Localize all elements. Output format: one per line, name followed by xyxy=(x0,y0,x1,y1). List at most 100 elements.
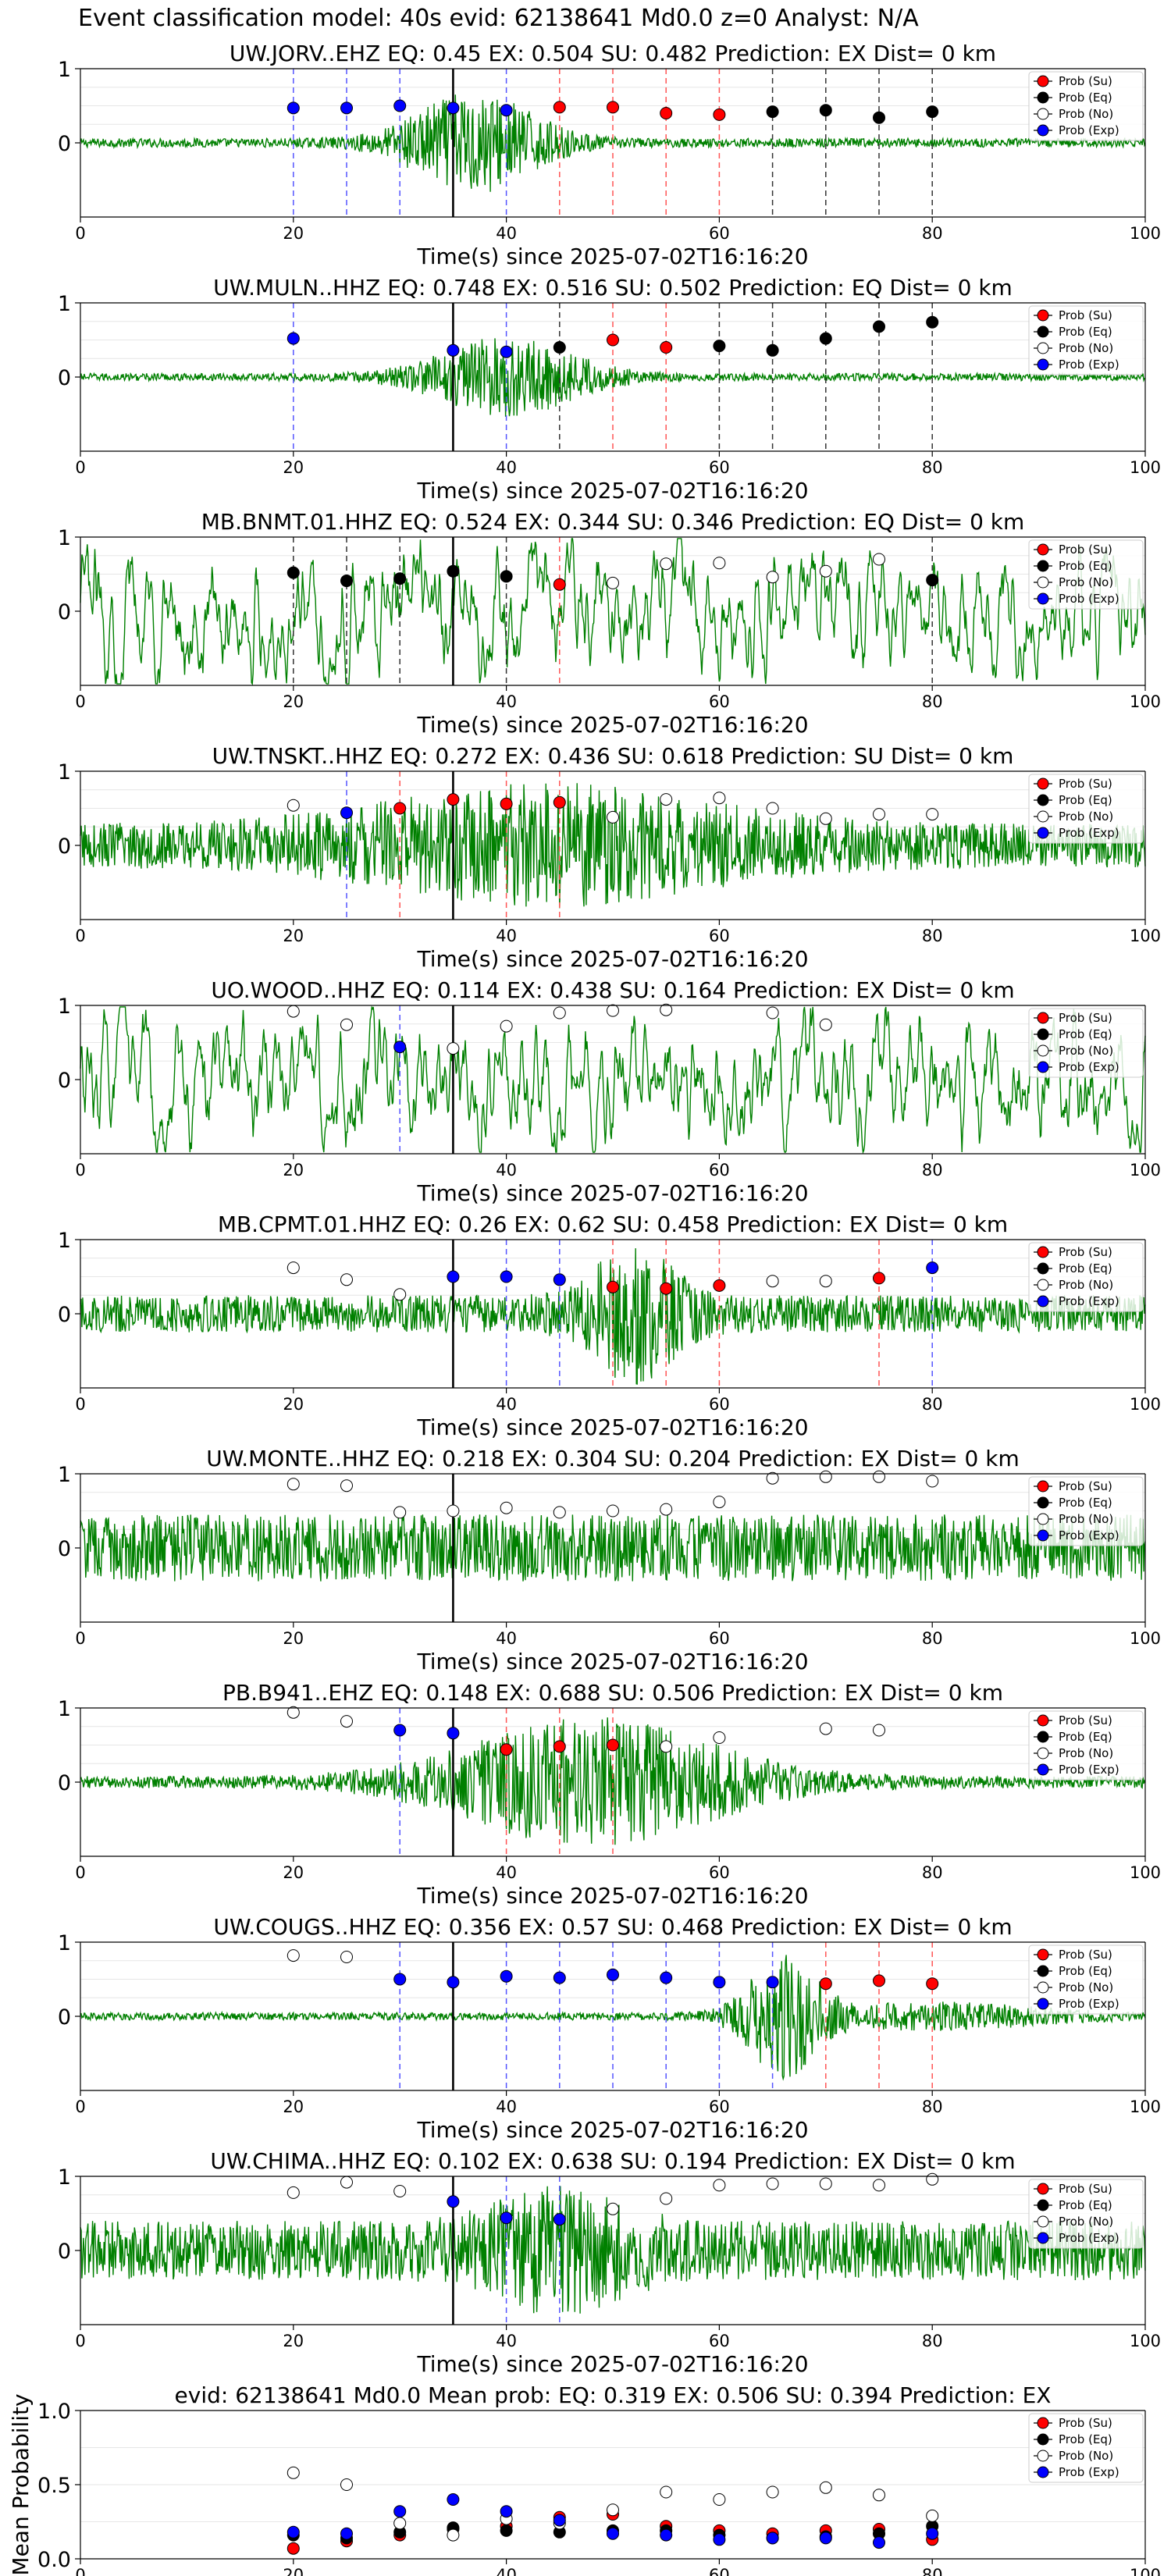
mean-point-eq xyxy=(500,2524,513,2537)
prob-point-no xyxy=(713,557,726,570)
x-tick-label: 20 xyxy=(283,2097,304,2116)
legend-label: Prob (Exp) xyxy=(1059,2231,1119,2245)
x-tick-label: 60 xyxy=(709,1863,730,1882)
legend-marker xyxy=(1037,1981,1049,1994)
legend-marker xyxy=(1037,2433,1049,2446)
chart-panel-5: 0 20 40 60 80 100 0 1 Prob (Su) Prob (Eq) Prob (No… xyxy=(58,977,1161,1206)
y-tick-label: 1 xyxy=(58,760,71,785)
legend-marker xyxy=(1037,2232,1049,2244)
legend-marker xyxy=(1037,124,1049,137)
prob-point-no xyxy=(447,1042,460,1055)
legend-marker xyxy=(1037,576,1049,589)
waveform-trace xyxy=(80,1248,1146,1385)
prob-point-exp xyxy=(926,1261,939,1275)
prob-point-exp xyxy=(287,332,300,345)
x-tick-label: 40 xyxy=(496,2332,517,2350)
panel-title: MB.CPMT.01.HHZ EQ: 0.26 EX: 0.62 SU: 0.4… xyxy=(218,1212,1008,1237)
legend-box xyxy=(1028,539,1144,610)
legend-label: Prob (No) xyxy=(1059,107,1113,121)
waveform-trace xyxy=(80,783,1146,909)
x-tick-label: 100 xyxy=(1130,927,1161,945)
legend-marker xyxy=(1037,108,1049,120)
legend-marker xyxy=(1037,1513,1049,1525)
prob-point-no xyxy=(660,1503,673,1516)
legend-marker xyxy=(1037,309,1049,322)
x-tick-label: 40 xyxy=(496,1629,517,1648)
prob-point-eq xyxy=(340,575,353,588)
prob-point-exp xyxy=(500,2211,513,2225)
legend-marker xyxy=(1037,1246,1049,1258)
legend-label: Prob (Exp) xyxy=(1059,1294,1119,1308)
legend-label: Prob (Su) xyxy=(1059,2416,1112,2430)
x-tick-label: 0 xyxy=(75,224,85,243)
x-tick-label: 80 xyxy=(922,692,943,711)
x-tick-label: 40 xyxy=(496,692,517,711)
x-axis-label: Time(s) since 2025-07-02T16:16:20 xyxy=(416,946,808,972)
legend-marker xyxy=(1037,1529,1049,1542)
prob-point-no xyxy=(660,1003,673,1016)
prob-point-no xyxy=(607,2202,619,2215)
legend-label: Prob (Exp) xyxy=(1059,358,1119,372)
prob-point-su xyxy=(447,793,460,806)
prob-point-eq xyxy=(713,340,726,353)
prob-point-exp xyxy=(447,101,460,115)
panel-title: evid: 62138641 Md0.0 Mean prob: EQ: 0.31… xyxy=(175,2382,1052,2408)
x-tick-label: 100 xyxy=(1130,1629,1161,1648)
legend-label: Prob (Su) xyxy=(1059,1245,1112,1259)
mean-point-exp xyxy=(447,2493,460,2506)
prob-point-no xyxy=(447,1504,460,1517)
y-tick-label: 0 xyxy=(58,1069,71,1093)
prob-point-no xyxy=(340,1951,353,1963)
prob-point-no xyxy=(660,557,673,571)
x-tick-label: 20 xyxy=(283,927,304,945)
prob-point-no xyxy=(500,1501,513,1514)
chart-panel-3: 0 20 40 60 80 100 0 1 Prob (Su) Prob (Eq) Prob (No… xyxy=(58,509,1161,738)
legend-marker xyxy=(1037,1295,1049,1308)
x-tick-label: 80 xyxy=(922,927,943,945)
prob-point-no xyxy=(713,1731,726,1744)
prob-point-su xyxy=(553,101,566,114)
prob-point-su xyxy=(713,1279,726,1292)
prob-point-no xyxy=(287,799,300,812)
waveform-trace xyxy=(80,1005,1146,1155)
prob-point-exp xyxy=(500,104,513,117)
legend-label: Prob (Su) xyxy=(1059,543,1112,557)
x-tick-label: 20 xyxy=(283,458,304,477)
x-tick-label: 40 xyxy=(496,458,517,477)
mean-point-exp xyxy=(766,2532,779,2545)
prob-point-su xyxy=(660,107,673,119)
x-tick-label: 60 xyxy=(709,1395,730,1414)
prob-point-su xyxy=(607,101,619,114)
prob-point-no xyxy=(873,553,885,566)
x-tick-label: 100 xyxy=(1130,1863,1161,1882)
legend-marker xyxy=(1037,2199,1049,2211)
x-tick-label: 40 xyxy=(496,2097,517,2116)
prob-point-su xyxy=(553,795,566,809)
x-tick-label: 0 xyxy=(75,927,85,945)
x-tick-label: 100 xyxy=(1130,1395,1161,1414)
y-tick-label: 0 xyxy=(58,2005,71,2030)
panel-title: PB.B941..EHZ EQ: 0.148 EX: 0.688 SU: 0.5… xyxy=(222,1680,1003,1706)
waveform-trace xyxy=(80,1514,1146,1582)
prob-point-no xyxy=(287,1478,300,1491)
x-tick-label: 0 xyxy=(75,2097,85,2116)
mean-point-exp xyxy=(819,2532,832,2545)
legend-marker xyxy=(1037,1747,1049,1759)
prob-point-eq xyxy=(819,332,832,345)
chart-panel-7: 0 20 40 60 80 100 0 1 Prob (Su) Prob (Eq) Prob (No… xyxy=(58,1446,1161,1674)
x-tick-label: 20 xyxy=(283,2566,304,2576)
prob-point-eq xyxy=(926,315,939,329)
figure-title: Event classification model: 40s evid: 62… xyxy=(78,5,919,32)
prob-point-exp xyxy=(447,1976,460,1989)
prob-point-no xyxy=(607,1004,619,1017)
legend-box xyxy=(1028,1944,1144,2015)
prob-point-su xyxy=(607,333,619,347)
legend-label: Prob (Su) xyxy=(1059,1713,1112,1727)
legend-marker xyxy=(1037,342,1049,354)
legend-label: Prob (Su) xyxy=(1059,777,1112,791)
chart-panel-mean: 0 20 40 60 80 100 0.0 0.5 1.0 Prob (Su) Prob (Eq) P… xyxy=(8,2382,1161,2576)
x-tick-label: 0 xyxy=(75,2566,85,2576)
x-axis-label: Time(s) since 2025-07-02T16:16:20 xyxy=(416,244,808,269)
